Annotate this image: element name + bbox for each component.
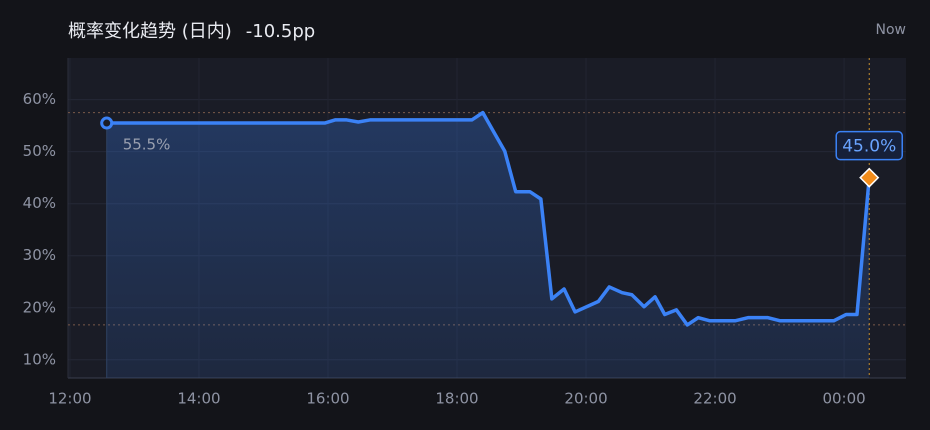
- x-tick-label: 12:00: [48, 390, 91, 408]
- y-tick-label: 50%: [23, 142, 56, 160]
- y-tick-label: 20%: [23, 298, 56, 316]
- value-badge: [835, 130, 903, 161]
- y-tick-label: 30%: [23, 246, 56, 264]
- value-label: 45.0%: [842, 137, 896, 157]
- now-label: Now: [876, 22, 907, 38]
- x-tick-label: 20:00: [564, 390, 607, 408]
- end-point: [859, 167, 880, 188]
- change: -10.5pp: [246, 21, 315, 42]
- y-tick-label: 60%: [23, 90, 56, 108]
- chart-title: 概率变化趋势 (日内) -10.5pp: [68, 21, 315, 42]
- y-tick-label: 10%: [23, 350, 56, 368]
- title: 概率变化趋势 (日内): [68, 21, 232, 42]
- y-tick-label: 40%: [23, 194, 56, 212]
- line: [106, 110, 871, 327]
- x-tick-label: 22:00: [693, 390, 736, 408]
- x-tick-label: 18:00: [435, 390, 478, 408]
- x-tick-label: 14:00: [177, 390, 220, 408]
- start-point: [100, 116, 114, 130]
- value-label: 55.5%: [123, 136, 171, 154]
- x-tick-label: 00:00: [822, 390, 865, 408]
- area-fill: [106, 112, 870, 378]
- x-tick-label: 16:00: [306, 390, 349, 408]
